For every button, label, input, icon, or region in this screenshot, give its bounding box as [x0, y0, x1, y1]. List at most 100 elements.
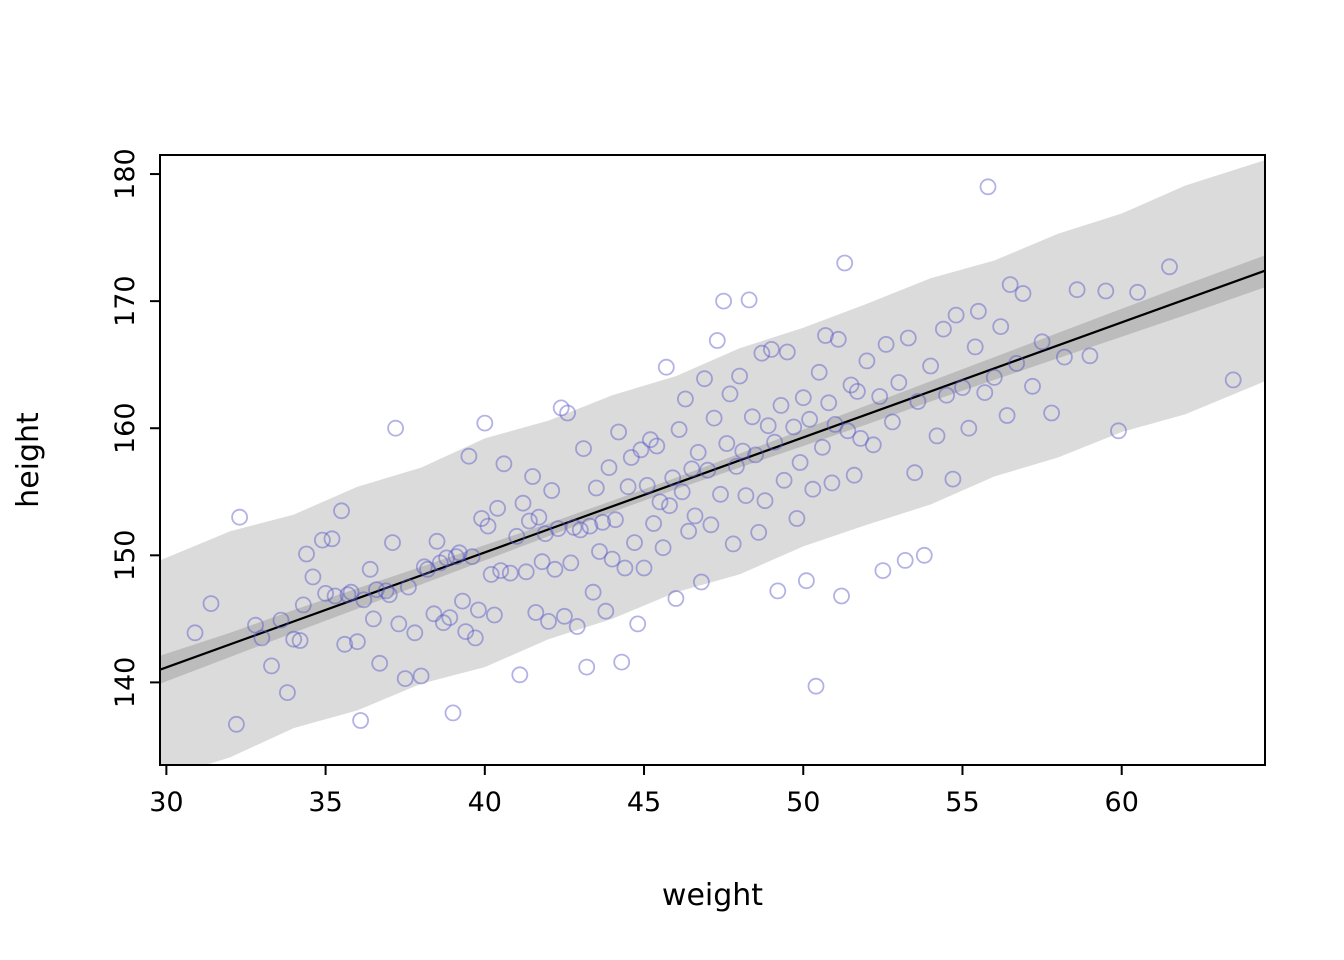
data-point: [992, 318, 1010, 336]
data-point: [976, 384, 994, 402]
data-point: [642, 431, 659, 449]
data-point: [747, 446, 764, 464]
data-point: [715, 292, 732, 310]
data-point: [826, 415, 844, 433]
data-point: [737, 487, 755, 505]
data-point: [482, 566, 500, 583]
data-point: [285, 630, 303, 648]
data-point: [985, 368, 1003, 386]
data-point: [339, 586, 357, 604]
data-point: [368, 581, 385, 598]
data-point: [877, 335, 895, 353]
data-point: [626, 534, 643, 551]
data-point: [425, 605, 443, 623]
data-point: [772, 396, 790, 414]
data-point: [654, 539, 672, 557]
x-tick-label: 40: [468, 787, 502, 818]
data-point: [814, 438, 831, 456]
data-point: [466, 629, 484, 647]
data-point: [775, 471, 793, 489]
data-point: [524, 468, 541, 485]
data-point: [759, 417, 777, 435]
data-point: [820, 394, 838, 412]
x-tick-label: 60: [1105, 787, 1139, 818]
y-tick-label: 150: [110, 530, 141, 582]
data-point: [384, 534, 401, 551]
data-point: [387, 419, 405, 437]
data-point: [454, 592, 471, 610]
data-point: [291, 632, 309, 649]
data-point: [667, 590, 685, 607]
data-point: [670, 421, 688, 438]
data-point: [333, 502, 350, 520]
data-point: [915, 546, 933, 564]
x-tick-label: 30: [149, 787, 183, 818]
data-point: [406, 624, 424, 642]
data-point: [231, 508, 249, 526]
data-point: [581, 517, 599, 535]
data-point: [571, 521, 589, 539]
x-tick-label: 55: [945, 787, 979, 818]
data-point: [998, 407, 1016, 424]
data-point: [536, 525, 554, 543]
data-point: [431, 554, 449, 572]
data-point: [603, 550, 621, 568]
data-point: [559, 404, 576, 422]
data-point: [501, 564, 519, 582]
data-point: [272, 611, 290, 629]
data-point: [899, 329, 917, 347]
data-point: [1068, 281, 1086, 299]
data-point: [661, 497, 678, 515]
data-point: [489, 499, 507, 517]
data-point: [944, 470, 962, 488]
data-point: [922, 357, 939, 375]
data-point: [294, 596, 312, 614]
data-point: [434, 614, 452, 632]
data-point: [508, 527, 526, 545]
data-point: [677, 390, 694, 408]
data-point: [562, 554, 580, 572]
data-point: [696, 370, 713, 388]
data-point: [794, 389, 812, 407]
data-point: [648, 437, 666, 455]
data-point: [845, 466, 863, 484]
data-point: [326, 587, 344, 605]
data-point: [680, 522, 697, 540]
data-point: [896, 552, 914, 569]
data-point: [597, 602, 615, 620]
data-point: [565, 519, 583, 536]
data-point: [871, 388, 889, 405]
data-point: [412, 667, 430, 685]
data-point: [517, 563, 535, 581]
data-point: [364, 610, 382, 628]
data-point: [253, 629, 271, 647]
data-point: [511, 666, 529, 684]
data-point: [313, 531, 331, 549]
data-point: [594, 513, 611, 531]
data-point: [428, 532, 446, 550]
data-point: [810, 363, 828, 381]
data-point: [785, 418, 803, 436]
data-point: [699, 461, 717, 479]
data-point: [568, 618, 586, 635]
data-point: [734, 442, 752, 460]
data-point: [549, 520, 567, 537]
data-point: [622, 449, 640, 466]
data-point: [587, 479, 605, 497]
data-point: [852, 429, 869, 447]
data-point: [247, 616, 264, 634]
data-point: [447, 548, 465, 565]
data-point: [884, 413, 901, 431]
data-point: [874, 562, 892, 579]
y-tick-label: 180: [110, 148, 141, 200]
data-point: [833, 587, 850, 605]
data-point: [836, 254, 854, 272]
data-point: [718, 435, 736, 452]
data-point: [1110, 422, 1127, 440]
x-tick-label: 45: [627, 787, 661, 818]
data-point: [546, 560, 564, 578]
data-point: [740, 291, 758, 309]
plot-box: [159, 154, 1266, 766]
data-point: [712, 485, 729, 503]
